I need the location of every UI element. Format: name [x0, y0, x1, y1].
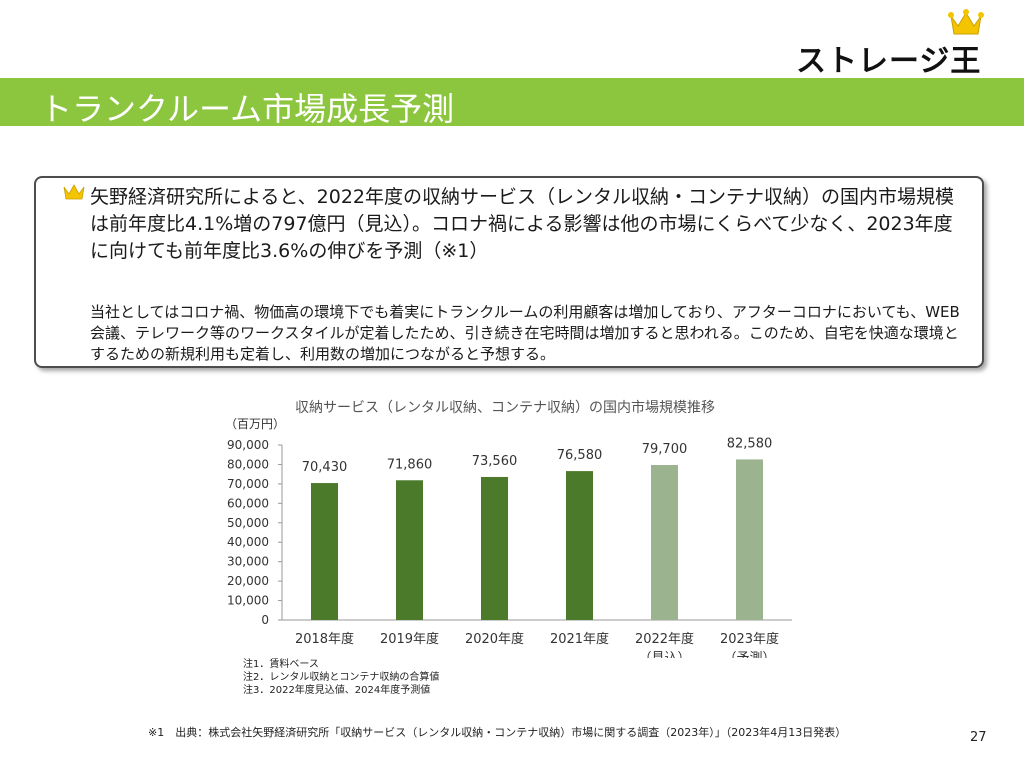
page-number: 27	[970, 730, 987, 745]
company-outlook-text: 当社としてはコロナ禍、物価高の環境下でも着実にトランクルームの利用顧客は増加して…	[90, 303, 960, 363]
bars	[311, 459, 763, 620]
y-tick-label: 40,000	[227, 535, 269, 549]
brand-logo: ストレージ王	[796, 8, 996, 79]
y-axis-label: （百万円）	[225, 417, 285, 431]
market-size-chart: 収納サービス（レンタル収納、コンテナ収納）の国内市場規模推移 （百万円） 0 10…	[205, 383, 822, 713]
note-3: 注3．2022年度見込値、2024年度予測値	[243, 685, 431, 696]
x-tick-label: 2023年度	[720, 631, 779, 647]
value-labels: 70,430 71,860 73,560 76,580 79,700 82,580	[302, 436, 773, 475]
x-tick-label: 2020年度	[465, 631, 524, 647]
y-tick-label: 90,000	[227, 438, 269, 452]
y-tick-label: 30,000	[227, 555, 269, 569]
source-note: ※1 出典：株式会社矢野経済研究所「収納サービス（レンタル収納・コンテナ収納）市…	[148, 726, 847, 739]
x-tick-label: （予測）	[723, 651, 775, 658]
y-tick-label: 20,000	[227, 574, 269, 588]
x-tick-label: （見込）	[638, 651, 690, 658]
note-1: 注1．賃料ベース	[243, 659, 319, 670]
x-tick-label: 2019年度	[380, 631, 439, 647]
x-tick-label: 2022年度	[635, 631, 694, 647]
bar	[566, 471, 593, 620]
chart-notes: 注1．賃料ベース 注2．レンタル収納とコンテナ収納の合算値 注3．2022年度見…	[243, 658, 439, 697]
chart-title: 収納サービス（レンタル収納、コンテナ収納）の国内市場規模推移	[295, 399, 715, 416]
bar-value-label: 70,430	[302, 460, 348, 475]
bar	[651, 465, 678, 620]
y-tick-label: 0	[261, 613, 269, 627]
bar-value-label: 73,560	[472, 454, 518, 469]
brand-logo-text: ストレージ王	[796, 44, 982, 79]
y-tick-label: 10,000	[227, 594, 269, 608]
chart-svg: 収納サービス（レンタル収納、コンテナ収納）の国内市場規模推移 （百万円） 0 10…	[225, 399, 792, 658]
x-tick-label: 2021年度	[550, 631, 609, 647]
crown-icon	[63, 184, 85, 200]
crown-icon	[948, 9, 984, 35]
bar-value-label: 71,860	[387, 457, 433, 472]
summary-text: 矢野経済研究所によると、2022年度の収納サービス（レンタル収納・コンテナ収納）…	[90, 186, 955, 262]
bar	[311, 483, 338, 620]
bar-value-label: 76,580	[557, 448, 603, 463]
y-ticks: 0 10,000 20,000 30,000 40,000 50,000 60,000 70,…	[227, 438, 282, 627]
bar	[481, 476, 508, 620]
bar-value-label: 79,700	[642, 442, 688, 457]
note-2: 注2．レンタル収納とコンテナ収納の合算値	[243, 672, 440, 683]
x-tick-label: 2018年度	[295, 631, 354, 647]
info-box: 矢野経済研究所によると、2022年度の収納サービス（レンタル収納・コンテナ収納）…	[34, 176, 984, 368]
header-bar: トランクルーム市場成長予測	[0, 78, 1024, 128]
y-tick-label: 80,000	[227, 457, 269, 471]
x-labels: 2018年度 2019年度 2020年度 2021年度 2022年度 （見込） 2023年度…	[295, 631, 779, 658]
bar	[736, 459, 763, 620]
page-title: トランクルーム市場成長予測	[40, 90, 455, 128]
y-tick-label: 50,000	[227, 516, 269, 530]
y-tick-label: 70,000	[227, 477, 269, 491]
y-tick-label: 60,000	[227, 496, 269, 510]
bar	[396, 480, 423, 620]
bar-value-label: 82,580	[727, 436, 773, 451]
